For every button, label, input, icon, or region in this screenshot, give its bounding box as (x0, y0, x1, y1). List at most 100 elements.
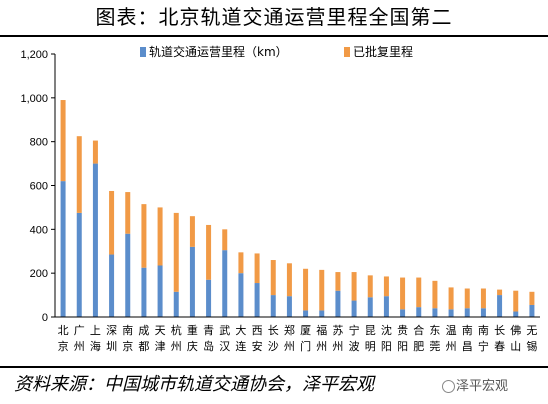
x-tick-label: 长 (268, 324, 279, 337)
bar-operating (416, 307, 422, 317)
bar-operating (189, 246, 195, 317)
bar-approved (448, 287, 454, 310)
bar-approved (157, 207, 163, 266)
legend: 轨道交通运营里程（km） 已批复里程 (140, 44, 413, 59)
x-tick-label: 圳 (106, 340, 117, 353)
bars (60, 100, 535, 317)
legend-swatch-operating (140, 47, 146, 57)
bar-operating (270, 295, 276, 317)
bar-approved (60, 100, 66, 182)
bar-approved (189, 216, 195, 247)
bar-approved (238, 252, 244, 274)
y-tick-label: 1,200 (20, 49, 48, 61)
bar-operating (286, 296, 292, 317)
x-tick-label: 昌 (462, 340, 473, 353)
x-tick-label: 庆 (187, 339, 198, 353)
x-tick-label: 西 (252, 324, 263, 337)
source-rule (0, 366, 548, 368)
x-tick-label: 沙 (268, 340, 279, 353)
x-tick-label: 武 (219, 324, 230, 337)
x-tick-label: 重 (187, 323, 198, 337)
x-tick-label: 上 (90, 324, 101, 337)
bar-operating (351, 300, 357, 317)
x-tick-label: 大 (235, 323, 246, 337)
x-tick-label: 波 (349, 340, 360, 353)
bar-operating (319, 310, 325, 317)
bar-approved (109, 190, 115, 255)
x-tick-label: 郑 (284, 323, 295, 337)
bar-operating (448, 309, 454, 317)
y-tick-label: 600 (30, 181, 48, 193)
bar-operating (513, 311, 519, 317)
bar-operating (335, 290, 341, 317)
watermark: 泽平宏观 (456, 379, 509, 394)
bar-approved (464, 288, 470, 309)
bar-operating (383, 296, 389, 317)
bar-approved (383, 276, 389, 297)
watermark-logo-icon (442, 380, 455, 393)
bar-approved (76, 136, 82, 213)
x-tick-label: 合 (413, 323, 424, 337)
x-tick-label: 岛 (203, 339, 214, 353)
x-tick-label: 贵 (397, 324, 408, 337)
y-tick-label: 200 (30, 268, 48, 280)
x-tick-label: 长 (494, 324, 505, 337)
bar-approved (529, 291, 535, 305)
bar-operating (76, 212, 82, 317)
source-note: 资料来源：中国城市轨道交通协会，泽平宏观 (14, 374, 374, 395)
x-tick-label: 宁 (478, 339, 489, 353)
y-axis: 0 200 400 600 800 1,000 1,200 (20, 49, 56, 324)
page-title: 图表：北京轨道交通运营里程全国第二 (95, 5, 453, 29)
y-tick-label: 800 (30, 137, 48, 149)
bar-approved (400, 277, 406, 310)
x-tick-label: 南 (462, 324, 473, 337)
x-tick-label: 海 (90, 339, 101, 353)
bar-approved (286, 263, 292, 297)
x-tick-label: 京 (122, 339, 133, 353)
x-tick-label: 阳 (397, 340, 408, 353)
x-tick-label: 厦 (300, 324, 311, 337)
x-tick-label: 州 (171, 340, 182, 353)
bar-operating (157, 265, 163, 317)
x-tick-label: 无 (526, 324, 537, 337)
x-tick-label: 门 (300, 339, 311, 353)
x-tick-label: 温 (446, 324, 457, 337)
bar-operating (222, 250, 228, 317)
bar-operating (303, 310, 309, 317)
bar-approved (125, 192, 131, 234)
x-tick-label: 南 (478, 324, 489, 337)
x-tick-label: 深 (106, 324, 117, 337)
legend-label-approved: 已批复里程 (353, 44, 413, 59)
x-tick-label: 南 (122, 324, 133, 337)
bar-operating (497, 295, 503, 317)
x-tick-label: 青 (203, 324, 214, 337)
y-tick-label: 0 (42, 312, 48, 324)
x-tick-label: 沈 (381, 323, 392, 337)
bar-approved (416, 277, 422, 308)
bar-operating (432, 308, 438, 317)
bar-approved (222, 229, 228, 251)
x-axis: 北京广州上海深圳南京成都天津杭州重庆青岛武汉大连西安长沙郑州厦门福州苏州宁波昆明… (55, 316, 540, 353)
bar-approved (270, 260, 276, 296)
x-tick-label: 安 (252, 339, 263, 353)
bar-approved (480, 288, 486, 309)
title-rule (0, 35, 548, 37)
legend-swatch-approved (344, 47, 350, 57)
x-tick-label: 宁 (349, 323, 360, 337)
x-tick-label: 都 (138, 340, 149, 353)
x-tick-label: 津 (155, 340, 166, 353)
x-tick-label: 山 (510, 340, 521, 353)
x-tick-label: 明 (365, 340, 376, 353)
bar-operating (400, 309, 406, 317)
bar-operating (254, 283, 260, 317)
bar-chart: 轨道交通运营里程（km） 已批复里程 0 200 400 600 800 1,000 1,2… (20, 44, 540, 353)
bar-operating (464, 308, 470, 317)
bar-approved (206, 224, 212, 280)
x-tick-label: 成 (138, 324, 149, 337)
bar-approved (141, 204, 147, 268)
bar-approved (335, 272, 341, 291)
bar-approved (497, 289, 503, 296)
x-tick-label: 州 (74, 340, 85, 353)
x-tick-label: 连 (235, 340, 246, 353)
x-tick-label: 福 (316, 323, 327, 337)
